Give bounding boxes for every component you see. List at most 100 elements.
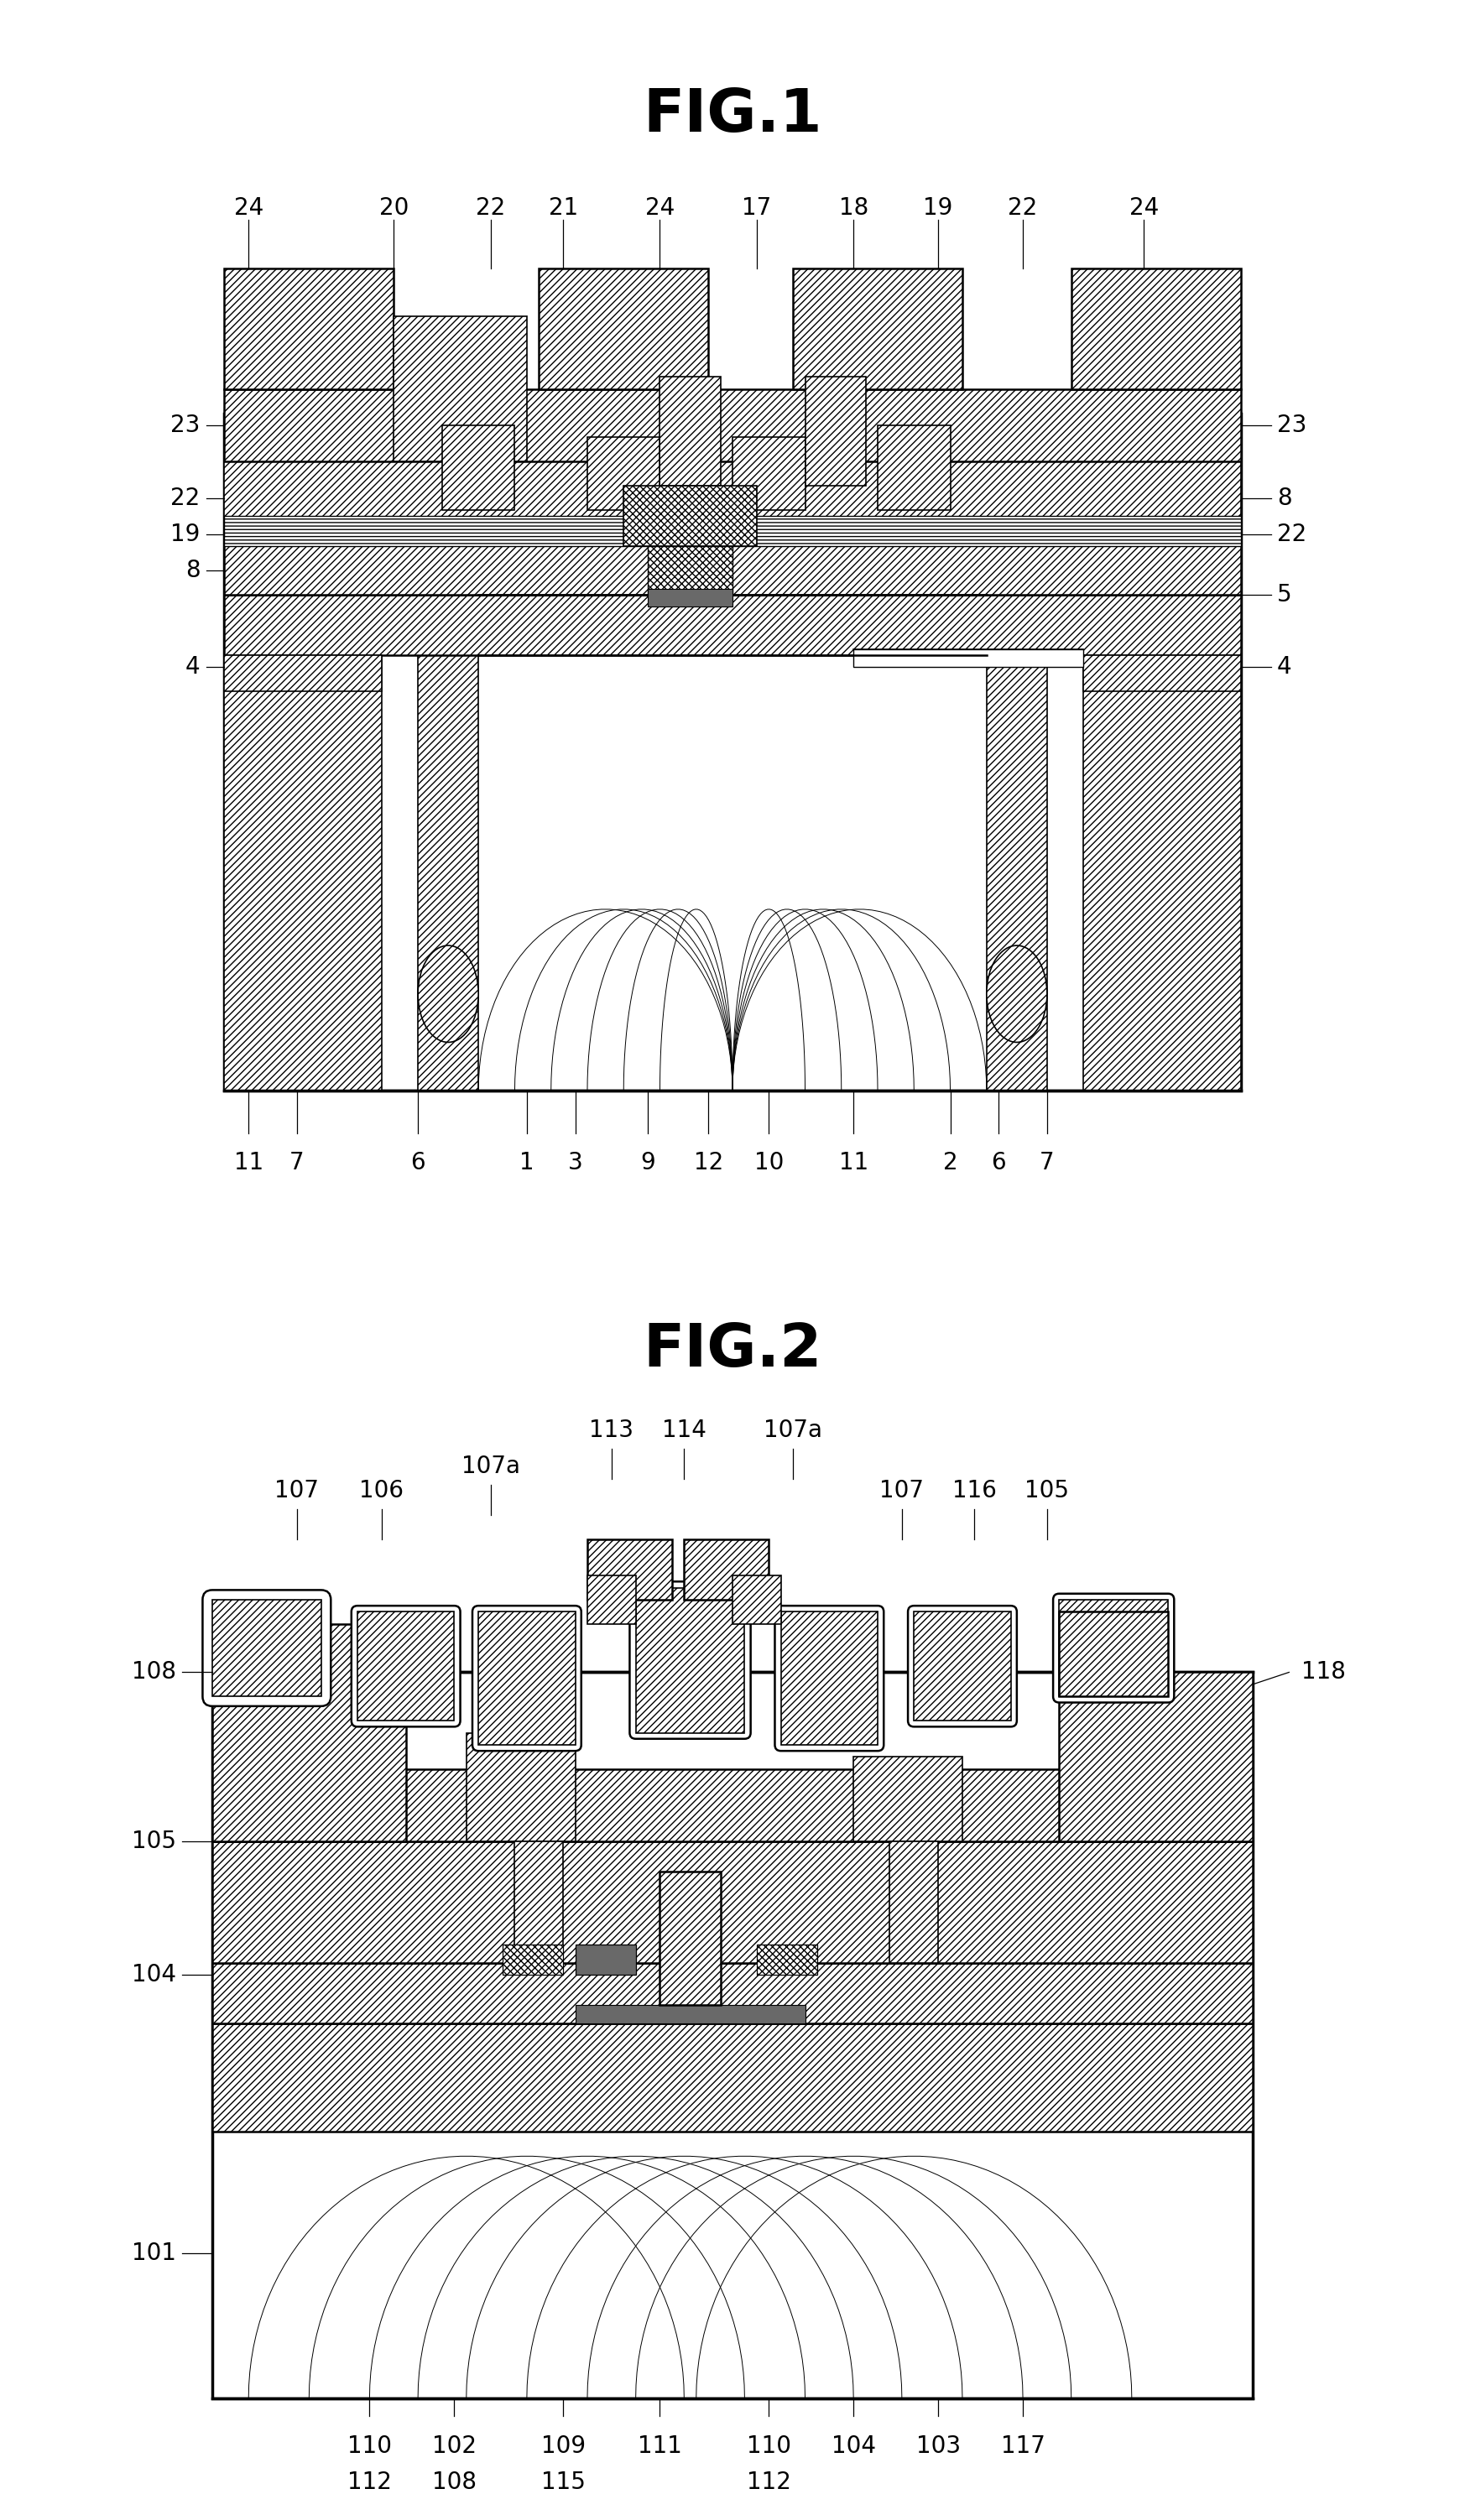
Text: 111: 111 [637,2434,683,2457]
Text: 7: 7 [290,1152,305,1174]
Text: 19: 19 [923,197,954,219]
Bar [394,318,527,461]
Bar [224,655,382,690]
Bar [1059,1613,1168,1696]
Text: 102: 102 [432,2434,476,2457]
Bar [224,267,394,388]
Text: 12: 12 [693,1152,724,1174]
Bar [793,267,963,388]
Text: 117: 117 [1001,2434,1045,2457]
Bar [587,438,659,509]
Text: 104: 104 [831,2434,876,2457]
Text: 118: 118 [1301,1661,1345,1683]
Bar [854,650,1083,668]
Bar [732,1575,781,1623]
Bar [212,1600,321,1696]
Bar [357,1613,454,1721]
Text: 112: 112 [747,2470,791,2495]
Bar [1059,1673,1253,1842]
Bar [684,1540,769,1600]
FancyBboxPatch shape [202,1590,331,1706]
Text: 22: 22 [1277,522,1307,547]
Bar [539,267,708,388]
Text: 101: 101 [132,2240,176,2265]
Text: 108: 108 [432,2470,476,2495]
Bar [224,413,1241,1091]
Bar [224,643,382,1091]
Bar [418,655,479,1091]
Bar [648,547,732,595]
Text: 116: 116 [952,1479,996,1502]
Bar [624,486,757,547]
Text: 22: 22 [476,197,505,219]
Bar [212,2024,1253,2132]
Text: 7: 7 [1040,1152,1055,1174]
Text: 3: 3 [568,1152,583,1174]
Text: 114: 114 [662,1419,706,1441]
Text: 19: 19 [170,522,201,547]
Bar [479,1613,576,1744]
Bar [781,1613,878,1744]
Text: 23: 23 [170,413,201,436]
Text: 21: 21 [548,197,577,219]
Bar [514,1842,563,1963]
Text: 8: 8 [1277,486,1292,509]
Text: 109: 109 [541,2434,586,2457]
Ellipse shape [418,945,479,1043]
Text: 18: 18 [838,197,869,219]
Bar [224,517,1241,547]
Bar [442,426,514,509]
Bar [212,1673,1253,2399]
Text: 17: 17 [741,197,772,219]
Text: 104: 104 [132,1963,176,1986]
Text: 107a: 107a [461,1454,520,1479]
Bar [636,1588,744,1734]
Bar [889,1842,938,1963]
Bar [224,595,1241,655]
Bar [212,1963,1253,2024]
Text: 110: 110 [347,2434,391,2457]
FancyBboxPatch shape [630,1583,750,1739]
Text: 22: 22 [170,486,201,509]
Bar [659,1872,721,2006]
Bar [806,378,866,486]
Text: 115: 115 [541,2470,586,2495]
Text: 8: 8 [186,559,201,582]
Bar [587,1540,672,1600]
Text: 108: 108 [132,1661,176,1683]
FancyBboxPatch shape [908,1605,1017,1726]
Bar [224,461,1241,522]
Bar [576,2006,806,2024]
Bar [854,1756,963,1842]
Text: 105: 105 [1025,1479,1069,1502]
Text: 103: 103 [916,2434,961,2457]
Bar [212,1842,1253,1963]
Text: FIG.2: FIG.2 [643,1320,822,1378]
Bar [1071,267,1241,388]
Text: 107: 107 [275,1479,319,1502]
Text: 1: 1 [520,1152,535,1174]
Text: 9: 9 [640,1152,655,1174]
Ellipse shape [986,945,1047,1043]
Text: 5: 5 [1277,582,1292,607]
Bar [224,522,1241,595]
Text: 11: 11 [838,1152,869,1174]
Text: 4: 4 [186,655,201,678]
Bar [986,655,1047,1091]
Bar [757,1945,817,1976]
FancyBboxPatch shape [1053,1593,1173,1704]
Text: 110: 110 [747,2434,791,2457]
FancyBboxPatch shape [352,1605,460,1726]
Text: 24: 24 [234,197,264,219]
Bar [1059,1600,1168,1696]
Text: 22: 22 [1008,197,1037,219]
Bar [732,438,806,509]
Bar [914,1613,1011,1721]
Text: FIG.1: FIG.1 [643,86,822,144]
Text: 107a: 107a [763,1419,822,1441]
Text: 6: 6 [410,1152,425,1174]
Text: 23: 23 [1277,413,1307,436]
FancyBboxPatch shape [472,1605,582,1751]
Text: 105: 105 [132,1830,176,1852]
Bar [648,590,732,607]
